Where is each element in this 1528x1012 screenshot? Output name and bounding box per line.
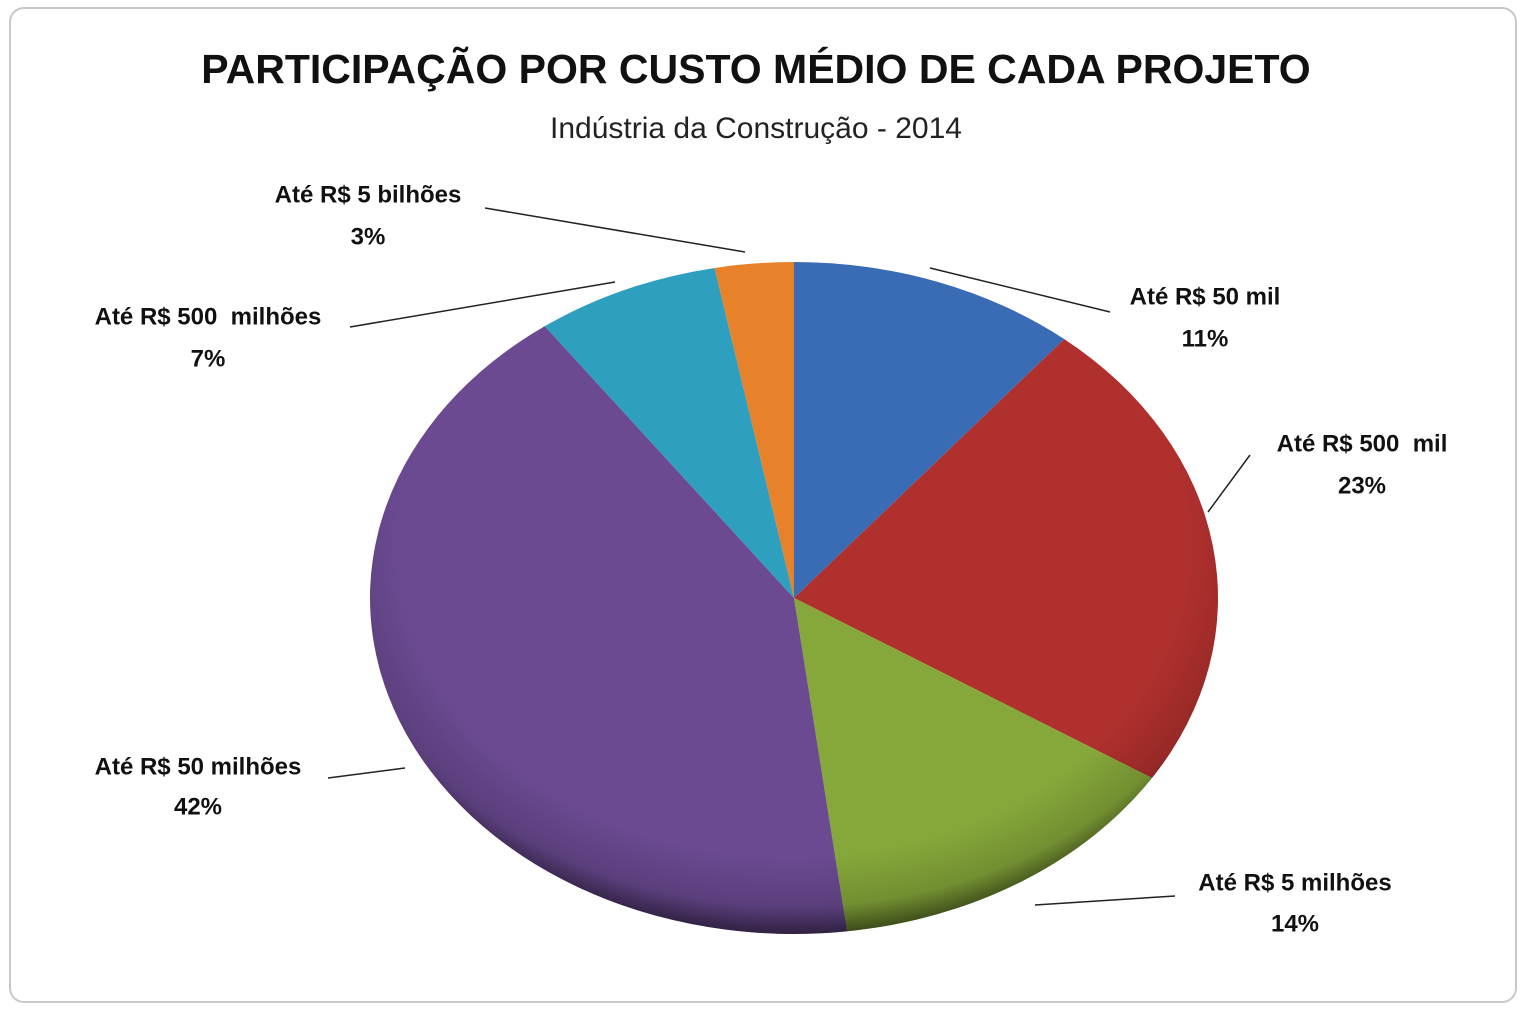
leader-line <box>1034 895 1176 906</box>
leader-line <box>1207 454 1251 513</box>
slice-label: Até R$ 5 bilhões <box>275 181 462 208</box>
leader-line <box>327 767 406 779</box>
slice-label: Até R$ 500 mil <box>1277 430 1448 457</box>
chart-title: PARTICIPAÇÃO POR CUSTO MÉDIO DE CADA PRO… <box>201 46 1310 92</box>
slice-label: Até R$ 50 milhões <box>95 753 302 780</box>
slice-value-label: 14% <box>1271 910 1319 937</box>
slice-value-label: 7% <box>191 345 226 372</box>
pie <box>370 262 1218 934</box>
slice-label: Até R$ 5 milhões <box>1198 869 1391 896</box>
slice-label: Até R$ 50 mil <box>1130 283 1281 310</box>
chart-subtitle: Indústria da Construção - 2014 <box>550 112 962 145</box>
leader-line <box>929 267 1111 313</box>
leader-line <box>484 207 746 253</box>
slice-value-label: 42% <box>174 793 222 820</box>
slice-value-label: 23% <box>1338 472 1386 499</box>
slice-label: Até R$ 500 milhões <box>95 303 322 330</box>
leader-line <box>349 281 616 328</box>
labels: Até R$ 50 mil 11% Até R$ 500 mil 23% Até R$ … <box>95 181 1448 937</box>
slice-value-label: 11% <box>1182 325 1229 352</box>
slice-value-label: 3% <box>351 223 386 250</box>
